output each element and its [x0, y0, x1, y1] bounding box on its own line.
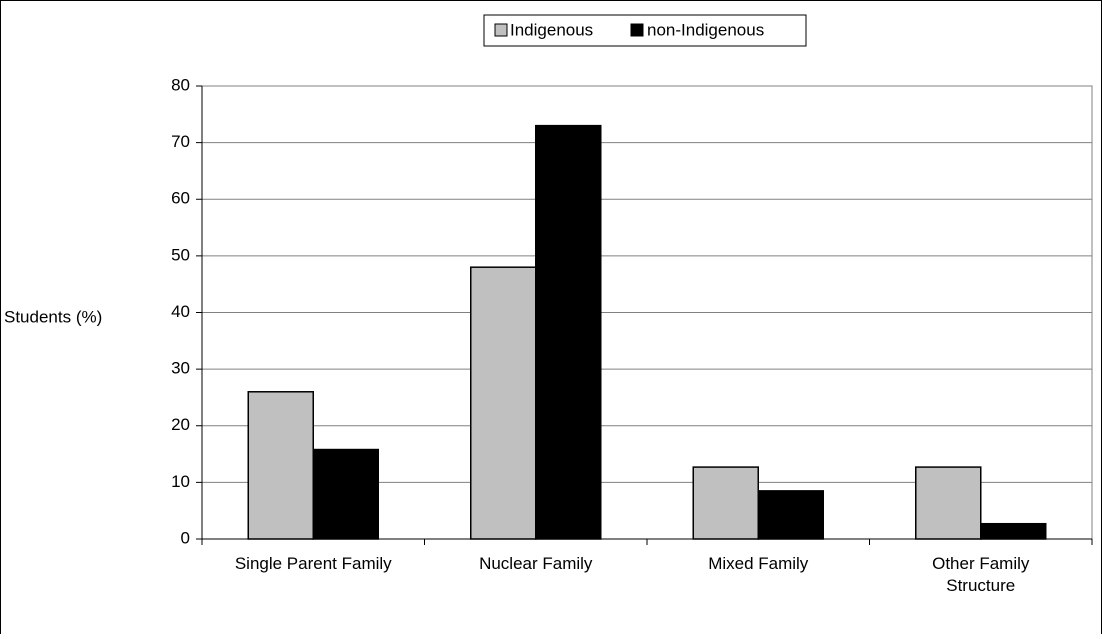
x-tick-label-line: Mixed Family	[708, 554, 809, 573]
y-axis-label: Students (%)	[4, 307, 102, 326]
y-tick-label: 40	[171, 302, 190, 321]
x-tick-label: Nuclear Family	[479, 554, 593, 573]
axes	[196, 85, 1093, 545]
bar-indigenous-2	[692, 466, 759, 540]
x-tick-label-line: Other Family	[932, 554, 1030, 573]
bar-non-indigenous-1	[535, 124, 602, 540]
bars	[247, 124, 1047, 540]
y-tick-labels: 0 10 20 30 40 50 60 70 80	[171, 75, 190, 547]
legend-box	[483, 14, 807, 47]
y-tick-label: 50	[171, 245, 190, 264]
y-tick-label: 10	[171, 472, 190, 491]
y-tick-label: 30	[171, 359, 190, 378]
bar-non-indigenous-2	[757, 490, 824, 540]
bar-non-indigenous-3	[980, 522, 1047, 540]
x-tick-label: Other Family Structure	[932, 554, 1030, 595]
x-tick-label: Single Parent Family	[235, 554, 392, 573]
bar-indigenous-1	[470, 266, 537, 540]
x-tick-label-line: Nuclear Family	[479, 554, 593, 573]
y-tick-label: 0	[181, 528, 190, 547]
bar-non-indigenous-0	[312, 448, 379, 540]
legend: Indigenous non-Indigenous	[483, 14, 807, 47]
x-tick-label-line: Structure	[946, 576, 1015, 595]
bar-indigenous-0	[247, 391, 314, 540]
y-tick-label: 80	[171, 75, 190, 94]
bar-indigenous-3	[915, 466, 982, 540]
legend-swatch-indigenous	[494, 23, 508, 37]
y-tick-label: 20	[171, 415, 190, 434]
x-tick-labels: Single Parent Family Nuclear Family Mixed …	[235, 554, 1030, 595]
x-tick-label-line: Single Parent Family	[235, 554, 392, 573]
y-tick-label: 70	[171, 132, 190, 151]
x-tick-label: Mixed Family	[708, 554, 809, 573]
legend-label-indigenous: Indigenous	[510, 20, 593, 39]
y-tick-label: 60	[171, 189, 190, 208]
legend-label-non-indigenous: non-Indigenous	[647, 20, 764, 39]
legend-swatch-non-indigenous	[630, 23, 644, 37]
